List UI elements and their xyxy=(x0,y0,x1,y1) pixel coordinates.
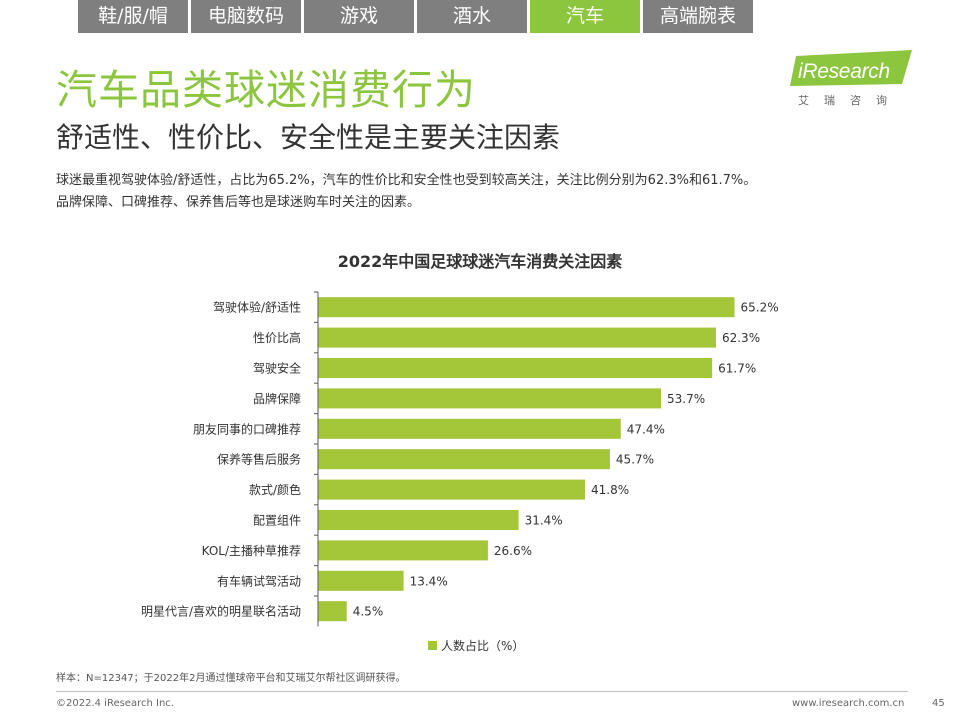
sample-note: 样本：N=12347；于2022年2月通过懂球帝平台和艾瑞艾尔帮社区调研获得。 xyxy=(56,673,406,684)
tab-games[interactable]: 游戏 xyxy=(304,0,414,33)
chart-title: 2022年中国足球球迷汽车消费关注因素 xyxy=(337,252,623,271)
tab-automobile[interactable]: 汽车 xyxy=(530,0,640,33)
tab-alcohol[interactable]: 酒水 xyxy=(417,0,527,33)
value-label-1: 62.3% xyxy=(722,331,760,345)
value-label-4: 47.4% xyxy=(627,422,665,436)
value-label-7: 31.4% xyxy=(525,514,563,528)
tab-shoes-clothing-hats[interactable]: 鞋/服/帽 xyxy=(78,0,188,33)
bar-6 xyxy=(318,479,586,500)
value-label-8: 26.6% xyxy=(494,544,532,558)
bar-8 xyxy=(318,540,488,561)
value-label-0: 65.2% xyxy=(741,301,779,315)
category-label-4: 朋友同事的口碑推荐 xyxy=(193,421,301,436)
bar-3 xyxy=(318,388,662,409)
logo-chinese-name: 艾瑞咨询 xyxy=(798,94,902,107)
page-number: 45 xyxy=(932,698,945,709)
website-link[interactable]: www.iresearch.com.cn xyxy=(792,698,905,709)
page-subtitle: 舒适性、性价比、安全性是主要关注因素 xyxy=(56,121,561,154)
iresearch-logo: iResearch 艾瑞咨询 xyxy=(790,50,920,110)
category-label-3: 品牌保障 xyxy=(253,391,301,406)
value-label-2: 61.7% xyxy=(718,362,756,376)
category-label-2: 驾驶安全 xyxy=(253,361,301,376)
logo-background-shape xyxy=(790,50,912,86)
legend-label: 人数占比（%） xyxy=(441,639,525,653)
description: 球迷最重视驾驶体验/舒适性，占比为65.2%，汽车的性价比和安全性也受到较高关注… xyxy=(56,170,926,214)
description-line-2: 品牌保障、口碑推荐、保养售后等也是球迷购车时关注的因素。 xyxy=(56,195,421,210)
bar-chart: 驾驶体验/舒适性 65.2% 性价比高 62.3% 驾驶安全 61.7% 品牌保障 53.7%… xyxy=(141,291,779,627)
bar-9 xyxy=(318,570,404,591)
bar-2 xyxy=(318,358,713,378)
bar-10 xyxy=(318,601,347,622)
bar-4 xyxy=(318,418,621,439)
category-label-9: 有车辆试驾活动 xyxy=(217,573,301,588)
page-title: 汽车品类球迷消费行为 xyxy=(56,66,476,114)
category-label-1: 性价比高 xyxy=(253,330,301,345)
category-label-10: 明星代言/喜欢的明星联名活动 xyxy=(141,604,301,619)
value-label-10: 4.5% xyxy=(353,605,384,619)
legend-swatch xyxy=(428,641,437,650)
description-line-1: 球迷最重视驾驶体验/舒适性，占比为65.2%，汽车的性价比和安全性也受到较高关注… xyxy=(56,173,757,188)
category-label-8: KOL/主播种草推荐 xyxy=(202,544,301,558)
value-label-3: 53.7% xyxy=(667,392,705,406)
category-label-6: 款式/颜色 xyxy=(249,482,301,497)
bar-0 xyxy=(318,297,735,318)
value-label-6: 41.8% xyxy=(591,483,629,497)
bar-1 xyxy=(318,327,716,348)
value-label-9: 13.4% xyxy=(410,574,448,588)
category-label-0: 驾驶体验/舒适性 xyxy=(213,300,301,315)
logo-text: iResearch xyxy=(798,60,890,83)
tab-luxury-watches[interactable]: 高端腕表 xyxy=(643,0,753,33)
copyright: ©2022.4 iResearch Inc. xyxy=(56,698,174,709)
bar-5 xyxy=(318,449,610,470)
category-label-5: 保养等售后服务 xyxy=(217,452,301,467)
chart-legend: 人数占比（%） xyxy=(428,637,524,654)
category-tabs: 鞋/服/帽 电脑数码 游戏 酒水 汽车 高端腕表 xyxy=(78,0,756,33)
category-label-7: 配置组件 xyxy=(253,514,301,528)
footer-divider xyxy=(56,691,908,692)
tab-computer-digital[interactable]: 电脑数码 xyxy=(191,0,301,33)
bar-7 xyxy=(318,510,519,530)
value-label-5: 45.7% xyxy=(616,453,654,467)
